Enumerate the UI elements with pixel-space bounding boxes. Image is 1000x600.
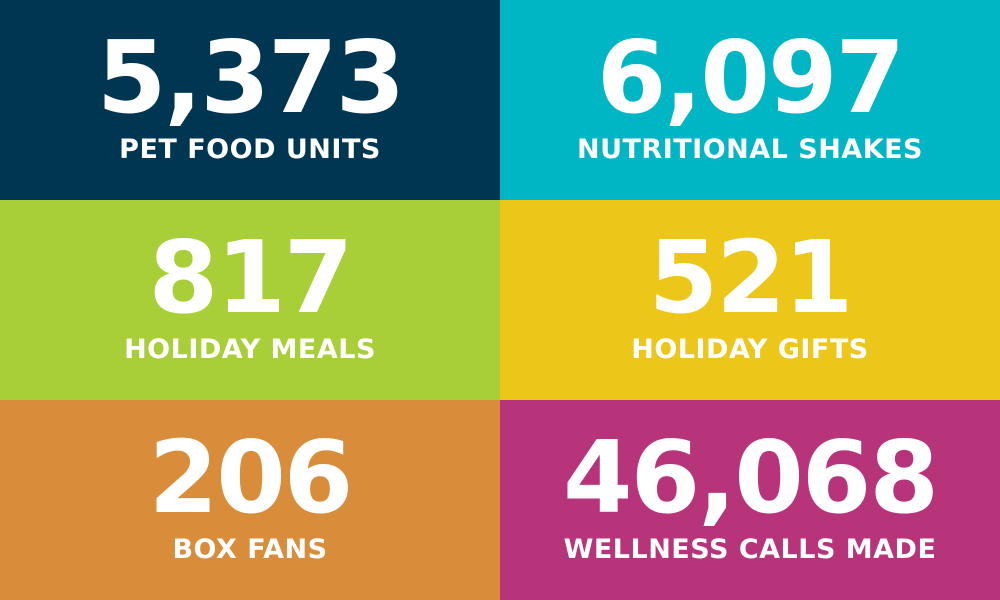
- stat-tile-box-fans: 206 BOX FANS: [0, 400, 500, 600]
- stat-label: WELLNESS CALLS MADE: [563, 534, 937, 565]
- stat-label: NUTRITIONAL SHAKES: [576, 134, 924, 165]
- stat-label: PET FOOD UNITS: [119, 134, 381, 165]
- stat-tile-nutritional-shakes: 6,097 NUTRITIONAL SHAKES: [500, 0, 1000, 200]
- stat-value: 46,068: [563, 419, 939, 536]
- stat-value: 206: [148, 419, 354, 536]
- stat-tile-wellness-calls-made: 46,068 WELLNESS CALLS MADE: [500, 400, 1000, 600]
- stat-value: 5,373: [96, 19, 405, 136]
- stat-value: 6,097: [596, 19, 905, 136]
- stat-label: HOLIDAY GIFTS: [631, 334, 869, 365]
- stat-value: 521: [648, 219, 854, 336]
- stat-tile-holiday-gifts: 521 HOLIDAY GIFTS: [500, 200, 1000, 400]
- stat-label: BOX FANS: [172, 534, 328, 565]
- stat-label: HOLIDAY MEALS: [124, 334, 376, 365]
- stat-tile-pet-food-units: 5,373 PET FOOD UNITS: [0, 0, 500, 200]
- stat-tile-holiday-meals: 817 HOLIDAY MEALS: [0, 200, 500, 400]
- stat-value: 817: [148, 219, 354, 336]
